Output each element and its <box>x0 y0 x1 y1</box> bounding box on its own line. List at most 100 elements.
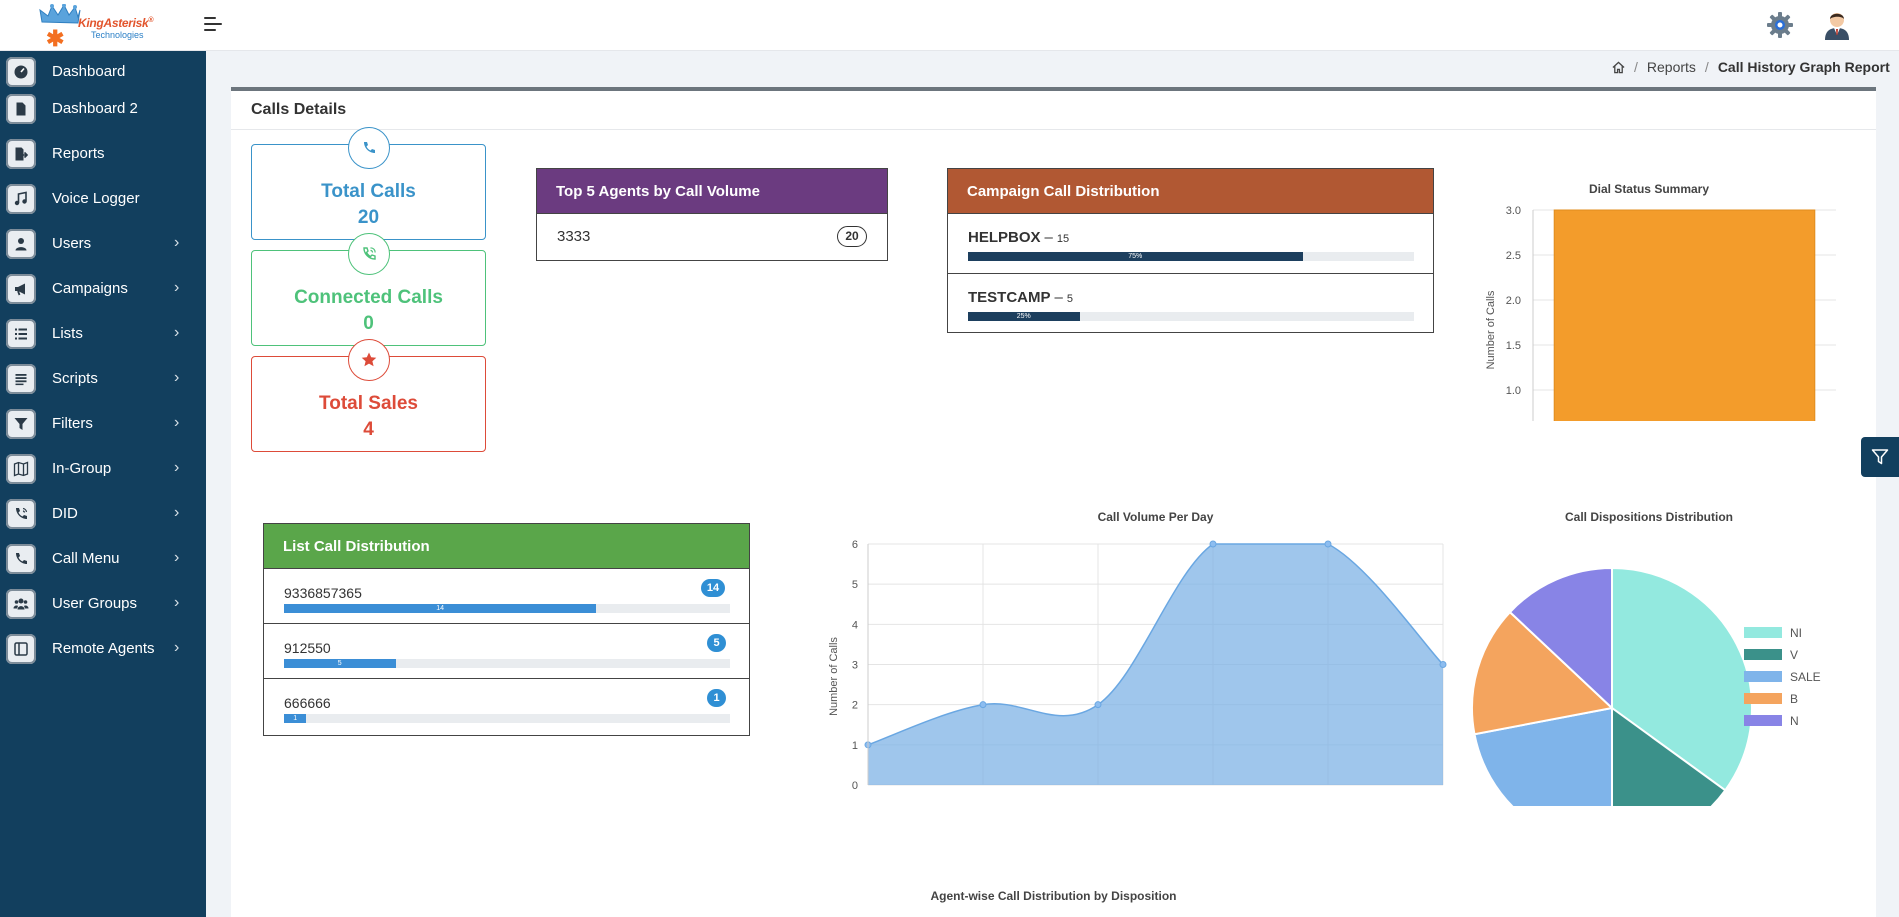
card-divider <box>231 129 1876 130</box>
user-avatar[interactable] <box>1821 8 1853 40</box>
sidebar-item-label: In-Group <box>52 460 112 477</box>
report-export-icon <box>6 139 36 169</box>
data-point[interactable] <box>1094 701 1102 709</box>
bar[interactable] <box>1553 209 1816 421</box>
sidebar-item-label: Reports <box>52 145 105 162</box>
pie-slice[interactable] <box>1473 706 1613 806</box>
phone-icon <box>348 127 390 169</box>
sidebar-item-did[interactable]: DID › <box>0 495 206 533</box>
y-tick-label: 2.5 <box>1506 250 1521 262</box>
y-tick-label: 3.0 <box>1506 205 1521 217</box>
pie-slice[interactable] <box>1611 566 1753 792</box>
list-progress-fill: 5 <box>284 659 396 668</box>
sidebar-item-scripts[interactable]: Scripts › <box>0 360 206 398</box>
campaign-distribution-title: Campaign Call Distribution <box>948 169 1433 213</box>
stat-value: 20 <box>357 207 380 228</box>
campaign-progress-fill: 75% <box>968 252 1303 261</box>
campaign-row: HELPBOX –15 75% <box>948 213 1433 273</box>
sidebar-item-dashboard-2[interactable]: Dashboard 2 <box>0 90 206 128</box>
y-tick-label: 3 <box>852 660 858 672</box>
filter-toggle-button[interactable] <box>1861 437 1899 477</box>
stat-card-connected-calls[interactable]: Connected Calls 0 <box>251 233 486 346</box>
sidebar-item-label: Call Menu <box>52 550 120 567</box>
menu-toggle-button[interactable] <box>204 16 222 32</box>
sidebar-item-in-group[interactable]: In-Group › <box>0 450 206 488</box>
campaign-label: TESTCAMP –5 <box>968 289 1073 306</box>
data-point[interactable] <box>1439 661 1447 668</box>
settings-gear-icon[interactable] <box>1766 11 1794 39</box>
sidebar-item-label: Voice Logger <box>52 190 140 207</box>
list-distribution-title: List Call Distribution <box>264 524 749 568</box>
chevron-right-icon: › <box>174 504 180 521</box>
pie-slice[interactable] <box>1471 610 1615 736</box>
chevron-right-icon: › <box>174 414 180 431</box>
data-point[interactable] <box>1209 540 1217 548</box>
stat-title: Connected Calls <box>294 287 443 308</box>
campaign-progress-bar: 75% <box>968 252 1414 261</box>
megaphone-icon <box>6 274 36 304</box>
list-progress-fill: 1 <box>284 714 307 723</box>
brand-logo[interactable]: ✱ KingAsterisk® Technologies <box>38 2 158 50</box>
data-point[interactable] <box>979 701 987 709</box>
sidebar-item-remote-agents[interactable]: Remote Agents › <box>0 630 206 668</box>
stat-value: 4 <box>363 419 374 440</box>
campaign-name: TESTCAMP <box>968 289 1051 306</box>
stat-value: 0 <box>363 313 374 334</box>
breadcrumb: / Reports / Call History Graph Report <box>1612 59 1890 75</box>
breadcrumb-current: Call History Graph Report <box>1717 59 1890 75</box>
sidebar-item-dashboard[interactable]: Dashboard <box>0 53 206 91</box>
sidebar-item-reports[interactable]: Reports <box>0 135 206 173</box>
data-point[interactable] <box>1324 540 1332 548</box>
sidebar-item-label: Campaigns <box>52 280 128 297</box>
top-agents-panel: Top 5 Agents by Call Volume 3333 20 <box>536 168 888 261</box>
campaign-count: 5 <box>1066 293 1073 305</box>
chart-title: Call Volume Per Day <box>1098 510 1214 524</box>
sidebar-item-voice-logger[interactable]: Voice Logger <box>0 180 206 218</box>
list-icon <box>6 319 36 349</box>
pie-slice[interactable] <box>1611 706 1727 806</box>
users-icon <box>6 589 36 619</box>
campaign-row: TESTCAMP –5 25% <box>948 273 1433 332</box>
sidebar-item-label: Dashboard 2 <box>52 100 138 117</box>
y-tick-label: 6 <box>852 539 858 551</box>
stat-card-total-calls[interactable]: Total Calls 20 <box>251 127 486 240</box>
sidebar-item-lists[interactable]: Lists › <box>0 315 206 353</box>
sidebar-item-campaigns[interactable]: Campaigns › <box>0 270 206 308</box>
chevron-right-icon: › <box>174 549 180 566</box>
phone-connected-icon <box>348 233 390 275</box>
list-id: 666666 <box>284 695 331 711</box>
legend-label: V <box>1790 648 1798 662</box>
y-tick-label: 4 <box>852 619 858 631</box>
list-progress-bar: 5 <box>284 659 730 668</box>
legend-swatch <box>1744 671 1782 682</box>
asterisk-icon: ✱ <box>46 26 65 51</box>
campaign-name: HELPBOX <box>968 229 1041 246</box>
y-tick-label: 5 <box>852 579 858 591</box>
call-volume-chart: Call Volume Per Day01234562026-07-222026… <box>828 510 1447 792</box>
sidebar-item-filters[interactable]: Filters › <box>0 405 206 443</box>
sidebar-item-call-menu[interactable]: Call Menu › <box>0 540 206 578</box>
pie-slice[interactable] <box>1508 566 1613 711</box>
agent-row: 3333 20 <box>537 213 887 260</box>
sidebar-item-user-groups[interactable]: User Groups › <box>0 585 206 623</box>
sidebar-item-label: User Groups <box>52 595 138 612</box>
sidebar-item-label: Dashboard <box>52 63 126 80</box>
sidebar-item-label: Filters <box>52 415 93 432</box>
breadcrumb-reports-link[interactable]: Reports <box>1646 59 1696 75</box>
sidebar-item-label: Remote Agents <box>52 640 155 657</box>
map-icon <box>6 454 36 484</box>
dial-status-chart: Dial Status Summary00.51.01.52.02.53.0CH… <box>1485 182 1836 421</box>
chevron-right-icon: › <box>174 234 180 251</box>
chevron-right-icon: › <box>174 594 180 611</box>
agent-name: 3333 <box>557 228 591 245</box>
y-axis-label: Number of Calls <box>828 637 840 716</box>
list-progress-fill: 14 <box>284 604 597 613</box>
series-line <box>867 543 1444 746</box>
home-icon[interactable] <box>1612 61 1625 74</box>
breadcrumb-separator: / <box>1634 59 1638 75</box>
stat-card-total-sales[interactable]: Total Sales 4 <box>251 339 486 452</box>
phone-icon <box>6 544 36 574</box>
chevron-right-icon: › <box>174 324 180 341</box>
card-title: Calls Details <box>251 101 347 118</box>
sidebar-item-users[interactable]: Users › <box>0 225 206 263</box>
